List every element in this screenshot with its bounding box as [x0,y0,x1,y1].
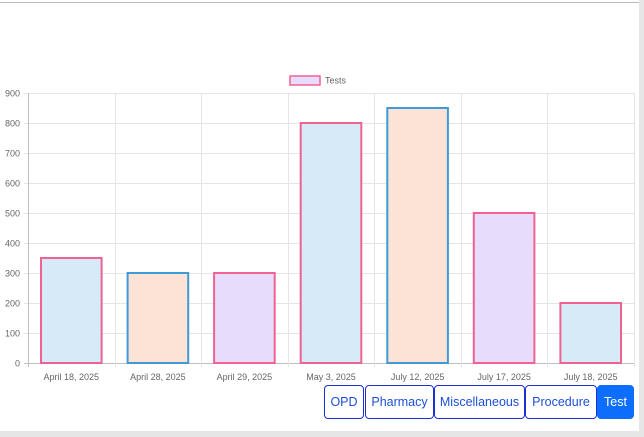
bar[interactable] [559,302,623,364]
x-tick-label: July 17, 2025 [477,372,531,382]
y-tick-label: 200 [5,299,20,309]
panel-right-edge [639,0,644,437]
y-tick-label: 0 [15,359,20,369]
tab-pharmacy[interactable]: Pharmacy [365,385,434,419]
y-tick-label: 700 [5,149,20,159]
legend: Tests [289,75,347,86]
y-tick-label: 500 [5,209,20,219]
top-divider [0,2,640,3]
tab-miscellaneous[interactable]: Miscellaneous [434,385,525,419]
legend-label-tests: Tests [325,76,347,86]
y-tick-label: 800 [5,119,20,129]
legend-swatch [289,75,321,86]
x-tick-label: May 3, 2025 [306,372,356,382]
tab-procedure[interactable]: Procedure [525,385,597,419]
x-tick-label: July 12, 2025 [391,372,445,382]
x-tick-label: July 18, 2025 [564,372,618,382]
bar[interactable] [472,212,536,364]
tab-opd[interactable]: OPD [324,385,364,419]
bar[interactable] [213,272,276,364]
y-tick-label: 600 [5,179,20,189]
bar[interactable] [126,272,190,364]
bar[interactable] [386,107,449,364]
y-tick-label: 100 [5,329,20,339]
x-tick-label: April 29, 2025 [217,372,273,382]
axes: 0 100 200 300 400 500 600 700 800 900 April 18, 20… [5,89,618,383]
x-tick-label: April 28, 2025 [130,372,186,382]
y-tick-label: 300 [5,269,20,279]
bar[interactable] [299,122,363,364]
bars [40,107,623,364]
bar-chart: 0 100 200 300 400 500 600 700 800 900 April 18, 20… [5,75,635,383]
y-tick-label: 400 [5,239,20,249]
bar[interactable] [40,257,103,364]
x-tick-label: April 18, 2025 [44,372,100,382]
y-tick-label: 900 [5,89,20,99]
panel-bottom-edge [0,431,644,437]
tab-test[interactable]: Test [597,385,634,419]
